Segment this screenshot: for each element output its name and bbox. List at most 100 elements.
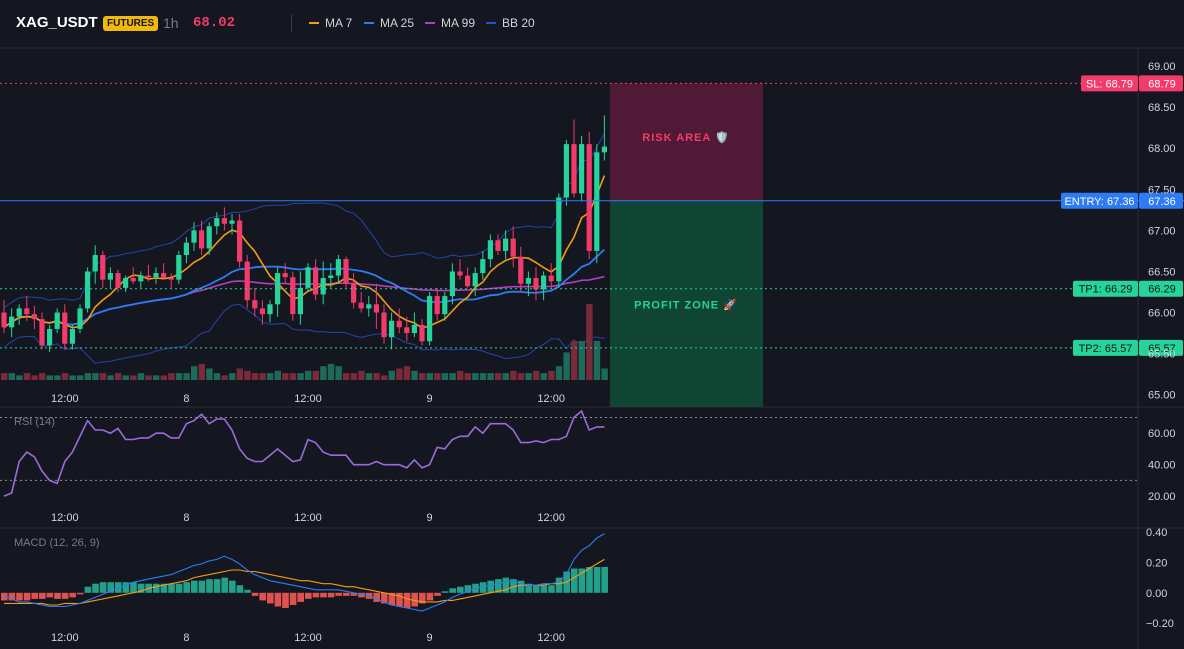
macd-histogram-bar: [403, 592, 411, 609]
legend-bb20[interactable]: BB 20: [486, 16, 535, 30]
volume-bar: [373, 373, 380, 380]
volume-bar: [571, 340, 578, 380]
entry-price-tag: [1139, 192, 1183, 209]
interval-selector[interactable]: 1h: [163, 15, 179, 31]
candle-body: [313, 267, 319, 295]
volume-bar: [92, 373, 99, 380]
volume-bar: [388, 370, 395, 380]
volume-bar: [137, 373, 145, 380]
candle-body: [548, 275, 554, 282]
candle-body: [39, 319, 45, 346]
candle-body: [571, 144, 577, 194]
volume-bar: [244, 370, 251, 380]
candle-body: [533, 278, 539, 290]
candle-body: [69, 328, 75, 344]
macd-axis-tick: 0.00: [1146, 588, 1167, 600]
volume-bar: [426, 373, 433, 380]
bb-upper-line: [3, 133, 605, 309]
candle-body: [115, 273, 121, 288]
volume-bar: [502, 373, 509, 380]
volume-bar: [61, 373, 69, 380]
price-axis-tick: 65.50: [1148, 349, 1176, 361]
macd-histogram-bar: [251, 592, 259, 596]
macd-histogram-bar: [39, 592, 46, 599]
macd-histogram-bar: [487, 580, 494, 593]
candle-body: [62, 312, 68, 344]
candle-body: [168, 278, 174, 280]
ma7-swatch: [309, 21, 319, 24]
volume-bar: [259, 373, 266, 380]
price-axis-tick: 67.00: [1148, 225, 1176, 237]
candle-body: [373, 304, 379, 313]
macd-histogram-bar: [555, 577, 563, 593]
macd-histogram-bar: [206, 579, 213, 593]
legend-bb20-label: BB 20: [502, 16, 535, 30]
macd-histogram-bar: [183, 582, 190, 593]
candle-body: [229, 220, 235, 224]
macd-line: [3, 533, 605, 612]
legend-ma25[interactable]: MA 25: [364, 16, 414, 30]
macd-histogram-bar: [548, 585, 555, 593]
candle-body: [1, 312, 7, 328]
macd-histogram-bar: [479, 582, 487, 593]
macd-histogram-bar: [1, 592, 8, 601]
candle-body: [77, 308, 83, 329]
volume-bar: [251, 373, 259, 380]
macd-histogram-bar: [198, 580, 206, 593]
macd-histogram-bar: [69, 592, 76, 598]
volume-bar: [586, 304, 593, 380]
tp2-label-box: [1073, 339, 1138, 356]
volume-bar: [327, 363, 335, 380]
entry-label: ENTRY: 67.36: [1064, 196, 1134, 208]
volume-bar: [54, 375, 61, 380]
legend-ma7-label: MA 7: [325, 16, 353, 30]
macd-histogram-bar: [153, 583, 160, 593]
candle-body: [267, 304, 273, 315]
macd-histogram-bar: [343, 592, 350, 596]
price-axis-tick: 67.50: [1148, 184, 1176, 196]
candle-body: [427, 296, 433, 342]
macd-signal-line: [4, 558, 605, 606]
risk-area-label: RISK AREA 🛡️: [642, 131, 729, 144]
volume-bar: [510, 370, 517, 380]
volume-bar: [198, 363, 205, 380]
macd-histogram-bar: [373, 592, 380, 602]
macd-histogram-bar: [160, 583, 168, 593]
price-axis-tick: 65.00: [1148, 390, 1176, 402]
legend-ma7[interactable]: MA 7: [309, 16, 352, 30]
candle-body: [214, 218, 220, 227]
macd-histogram-bar: [426, 592, 434, 601]
ma7-line: [3, 175, 606, 329]
candle-body: [404, 327, 410, 334]
candle-body: [31, 314, 37, 320]
candle-body: [153, 273, 159, 278]
volume-bar: [31, 375, 38, 380]
volume-bar: [457, 370, 464, 380]
profit-zone: [610, 200, 763, 407]
macd-histogram-bar: [517, 580, 525, 593]
symbol-name[interactable]: XAG_USDT: [16, 14, 98, 31]
macd-histogram-bar: [593, 566, 601, 593]
macd-histogram-bar: [396, 592, 403, 607]
volume-bar: [555, 366, 563, 380]
macd-histogram-bar: [320, 592, 327, 598]
legend-ma99[interactable]: MA 99: [425, 16, 475, 30]
macd-histogram-bar: [305, 592, 312, 599]
macd-histogram-bar: [221, 577, 228, 593]
candle-body: [107, 273, 113, 280]
macd-histogram-bar: [46, 592, 54, 598]
macd-histogram-bar: [122, 582, 130, 593]
candle-body: [457, 271, 463, 276]
candle-body: [579, 144, 585, 194]
candle-body: [434, 296, 440, 315]
macd-histogram-bar: [282, 592, 289, 609]
candle-body: [510, 238, 516, 257]
volume-bar: [411, 370, 418, 380]
sl-label: SL: 68.79: [1086, 78, 1133, 90]
volume-bar: [107, 375, 114, 380]
last-price: 68.02: [193, 15, 236, 31]
candle-body: [176, 255, 182, 280]
candle-body: [252, 300, 258, 309]
time-axis-tick: 12:00: [51, 632, 79, 644]
